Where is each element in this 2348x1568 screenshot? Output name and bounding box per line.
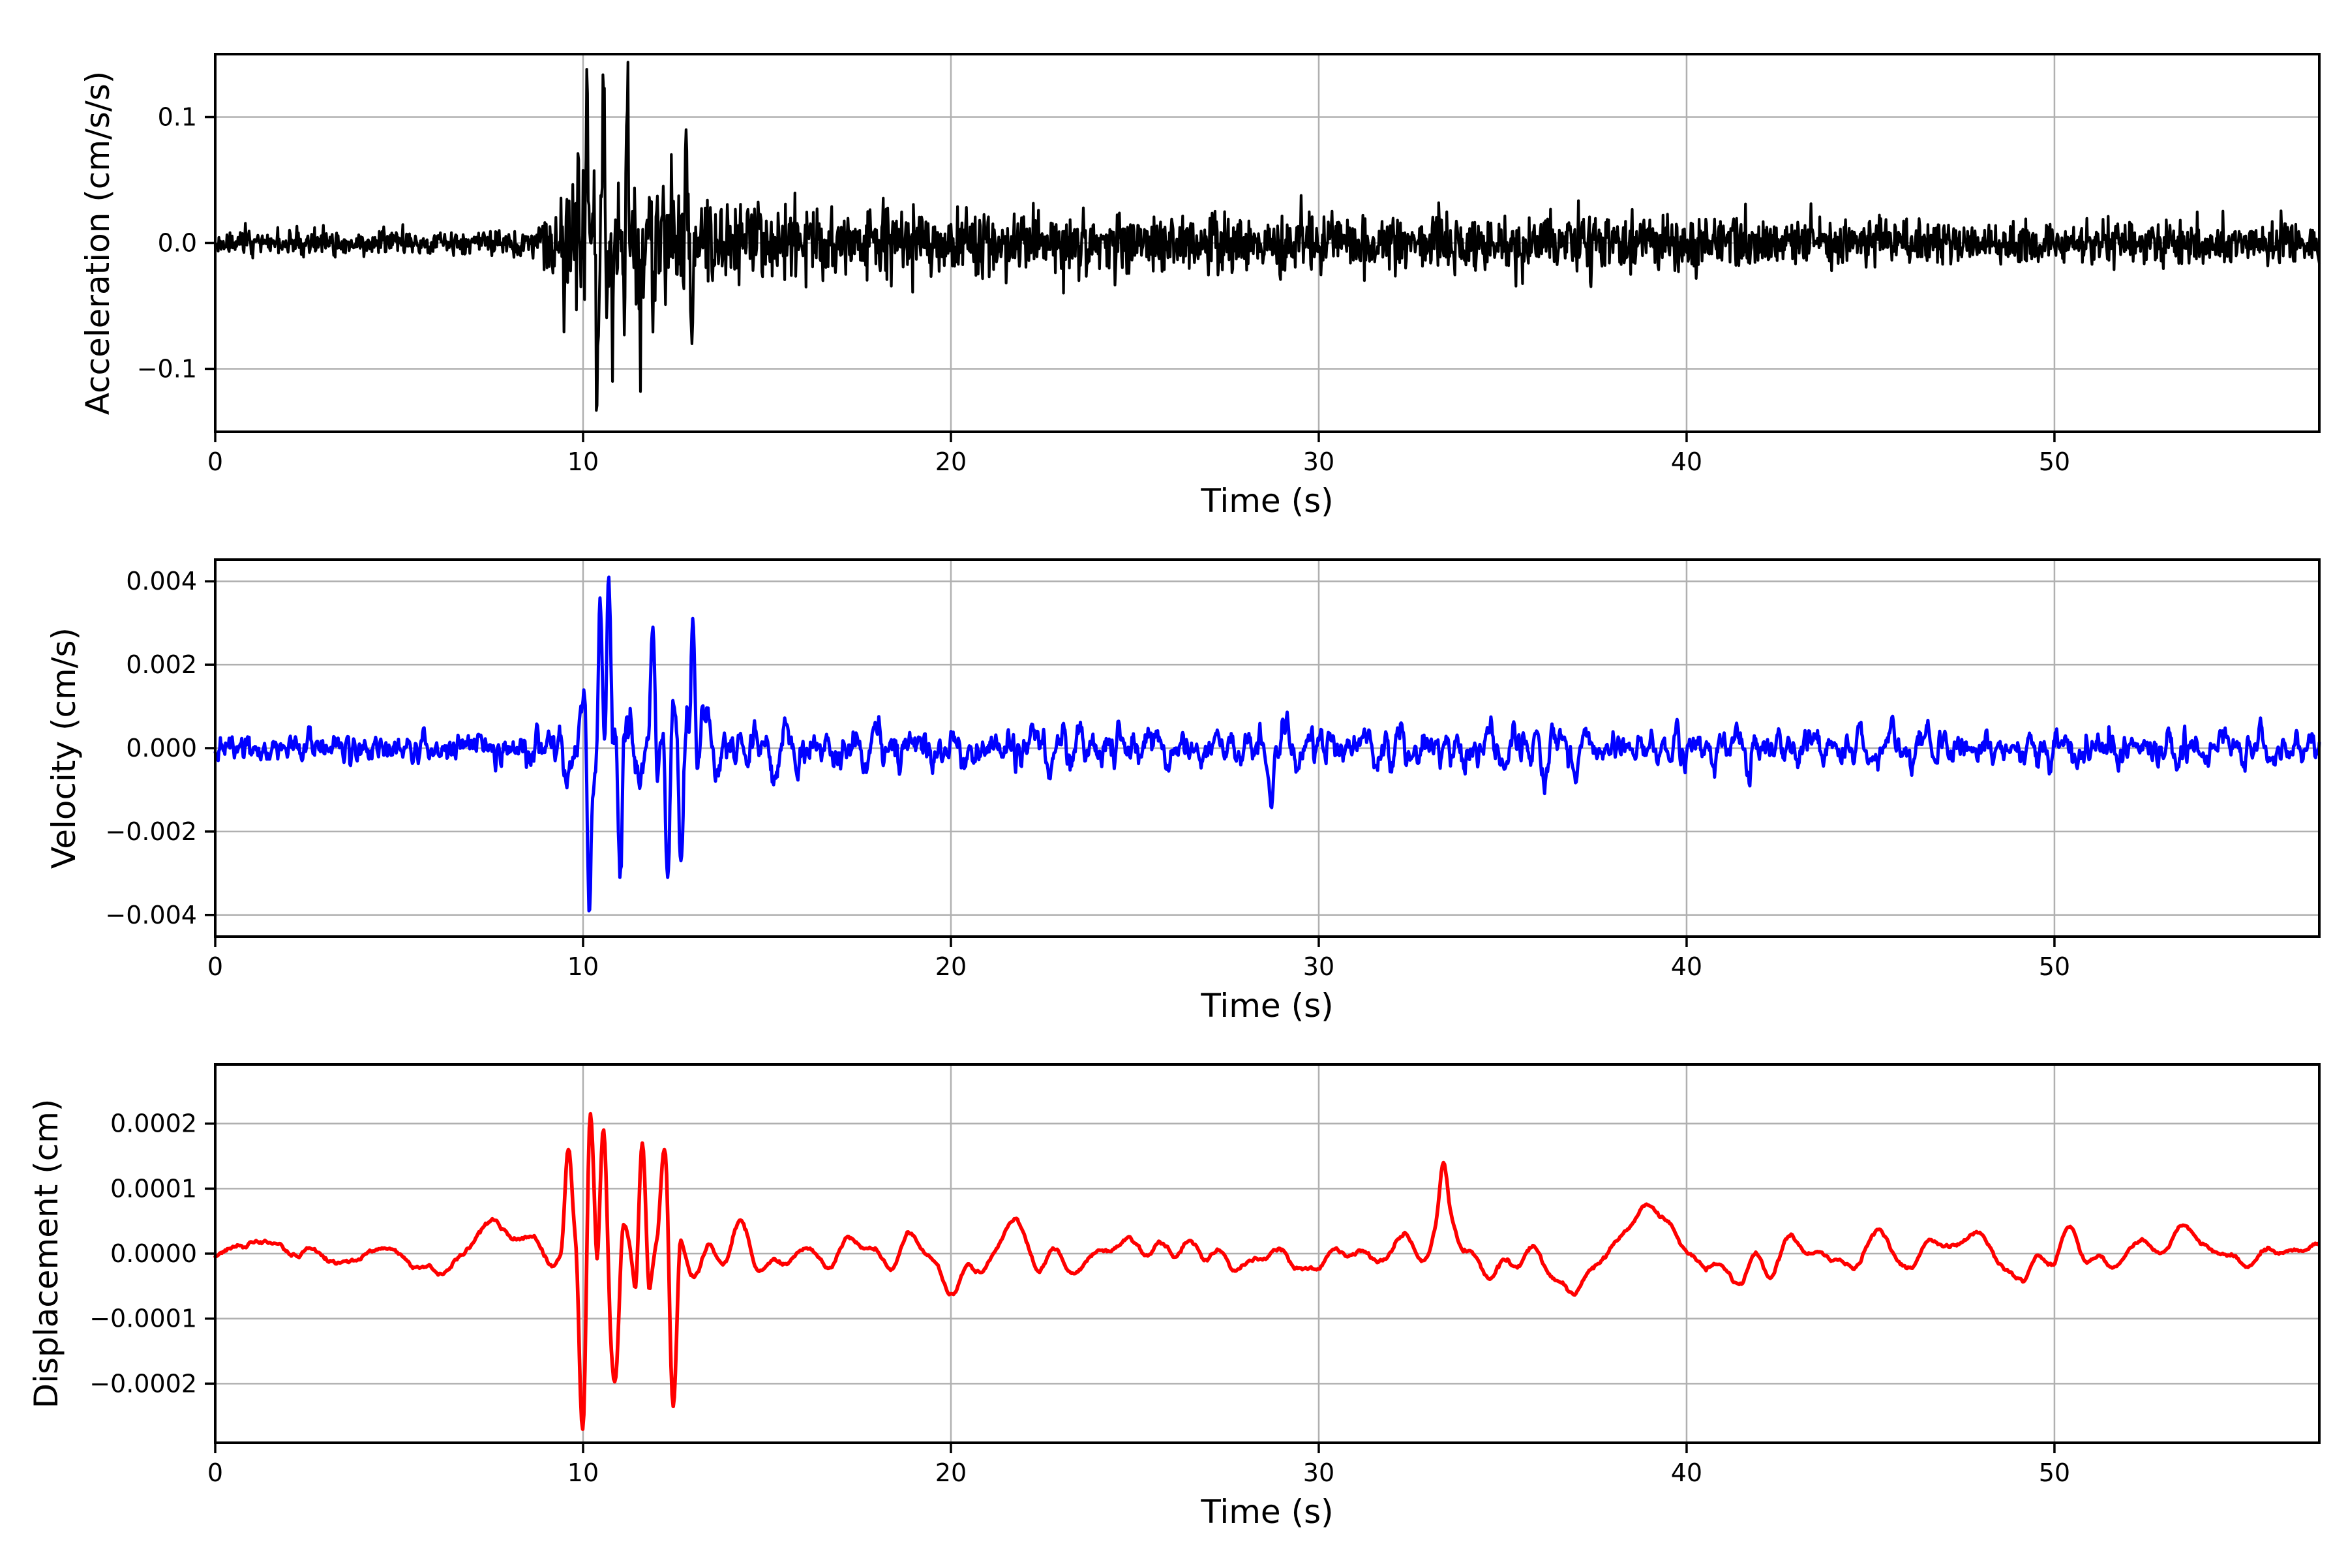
x-tick-label: 10 [567, 952, 599, 981]
y-tick-label: 0.002 [126, 650, 197, 679]
displacement-plot: 0 10 20 30 40 50 0.0002 0.0001 0.0000 −0.0001 −0.0… [27, 1063, 2321, 1531]
y-tick-label: 0.0000 [110, 1239, 197, 1268]
displacement-ylabel: Displacement (cm) [27, 1099, 65, 1409]
acceleration-plot: 0 10 20 30 40 50 0.1 0.0 −0.1 Time (s) Acceleratio… [79, 53, 2321, 520]
x-tick-label: 50 [2039, 447, 2070, 476]
y-tick-label: 0.1 [158, 103, 197, 132]
x-tick-label: 40 [1671, 447, 1702, 476]
x-tick-label: 0 [207, 952, 223, 981]
x-tick-label: 30 [1303, 447, 1334, 476]
x-tick-label: 30 [1303, 1458, 1334, 1487]
velocity-plot: 0 10 20 30 40 50 0.004 0.002 0.000 −0.002 −0.004 Ti… [45, 558, 2321, 1025]
x-tick-label: 40 [1671, 952, 1702, 981]
x-tick-label: 0 [207, 1458, 223, 1487]
velocity-trace [213, 575, 2321, 912]
y-tick-label: 0.004 [126, 567, 197, 596]
x-tick-label: 20 [935, 447, 967, 476]
x-tick-label: 20 [935, 1458, 967, 1487]
x-tick-label: 30 [1303, 952, 1334, 981]
x-tick-label: 10 [567, 1458, 599, 1487]
x-tick-label: 10 [567, 447, 599, 476]
velocity-ylabel: Velocity (cm/s) [45, 627, 83, 869]
y-tick-label: 0.0002 [110, 1109, 197, 1138]
y-tick-label: −0.004 [105, 901, 197, 929]
y-tick-label: −0.0001 [89, 1304, 197, 1333]
displacement-trace [213, 1111, 2321, 1431]
y-tick-label: 0.000 [126, 734, 197, 762]
y-tick-label: −0.0002 [89, 1369, 197, 1398]
x-tick-label: 50 [2039, 952, 2070, 981]
displacement-xlabel: Time (s) [1200, 1493, 1333, 1531]
y-tick-label: 0.0 [158, 229, 197, 258]
x-tick-label: 50 [2039, 1458, 2070, 1487]
x-tick-label: 20 [935, 952, 967, 981]
x-tick-label: 0 [207, 447, 223, 476]
y-tick-label: −0.1 [137, 355, 197, 384]
x-tick-label: 40 [1671, 1458, 1702, 1487]
velocity-xlabel: Time (s) [1200, 987, 1333, 1025]
y-tick-label: −0.002 [105, 817, 197, 846]
acceleration-xlabel: Time (s) [1200, 482, 1333, 520]
acceleration-trace [213, 61, 2321, 412]
acceleration-ylabel: Acceleration (cm/s/s) [79, 71, 117, 415]
y-tick-label: 0.0001 [110, 1174, 197, 1203]
